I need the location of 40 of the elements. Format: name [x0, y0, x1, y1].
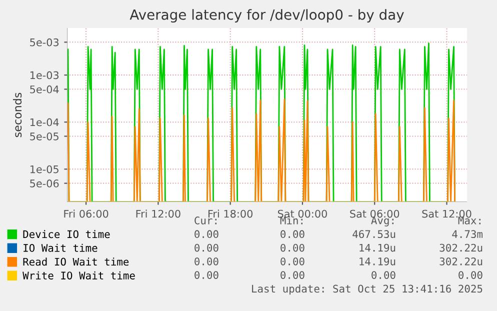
text: 0.00: [194, 257, 218, 266]
y-tick-label: 5e-06: [30, 180, 59, 188]
x-tick-label: Fri 06:00: [64, 210, 108, 218]
text: 0.00: [194, 244, 218, 252]
text: 0.00: [194, 271, 218, 279]
text: 302.22u: [440, 244, 482, 252]
text: 0.00: [372, 271, 396, 279]
text: 0.00: [280, 244, 304, 252]
text: 467.53u: [352, 230, 396, 238]
text: Cur:: [194, 216, 216, 224]
x-tick-label: Sat 12:00: [422, 210, 472, 218]
text: 0.00: [280, 230, 304, 238]
legend-label: Device IO time: [23, 230, 110, 238]
y-tick-label: 5e-03: [30, 38, 59, 46]
y-tick-label: 1e-03: [30, 71, 59, 80]
legend-label: IO Wait time: [24, 244, 98, 252]
text: 4.73m: [452, 230, 483, 238]
text: 0.00: [458, 271, 482, 279]
x-tick-label: Fri 18:00: [208, 210, 253, 218]
x-tick-label: Fri 12:00: [136, 210, 180, 218]
x-tick-label: Sat 06:00: [350, 210, 400, 218]
text: 0.00: [280, 271, 304, 279]
text: Min:: [280, 216, 302, 224]
text: Avg:: [371, 216, 394, 226]
text: 14.19u: [360, 257, 396, 266]
text: Last update: Sat Oct 25 13:41:16 2025: [252, 284, 482, 295]
x-tick-label: Sat 00:00: [278, 210, 327, 218]
legend-label: Write IO Wait time: [22, 271, 135, 280]
y-tick-label: 5e-05: [30, 132, 58, 140]
text: 0.00: [280, 257, 304, 266]
chart-title: Average latency for /dev/loop0 - by day: [130, 9, 404, 23]
text: Max:: [458, 216, 480, 224]
text: 0.00: [194, 230, 218, 238]
y-tick-label: 1e-04: [30, 118, 59, 126]
y-tick-label: 5e-04: [30, 85, 59, 94]
text: 14.19u: [360, 244, 396, 252]
y-tick-label: 1e-05: [30, 165, 58, 174]
y-axis-title: seconds: [13, 92, 22, 138]
legend-label: Read IO Wait time: [23, 258, 129, 266]
text: 302.22u: [440, 257, 482, 266]
